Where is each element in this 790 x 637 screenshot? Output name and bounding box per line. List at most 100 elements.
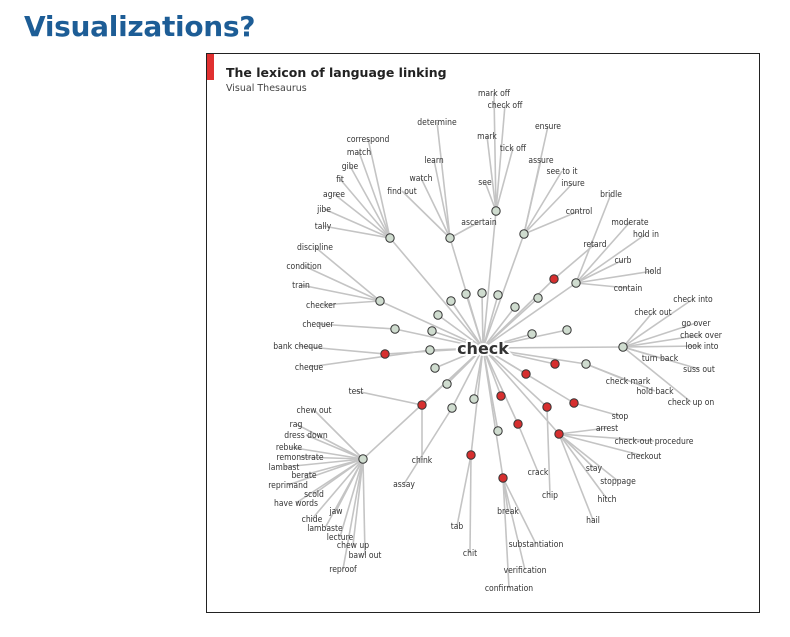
synonym-label[interactable]: test (349, 387, 364, 397)
meaning-node-red[interactable] (550, 359, 560, 369)
synonym-label[interactable]: curb (614, 256, 631, 266)
synonym-label[interactable]: stay (586, 464, 603, 474)
synonym-label[interactable]: bridle (600, 190, 622, 200)
synonym-label[interactable]: watch (410, 174, 433, 184)
meaning-node-red[interactable] (554, 429, 564, 439)
meaning-node[interactable] (519, 229, 529, 239)
synonym-label[interactable]: lambaste (307, 524, 343, 534)
meaning-node-red[interactable] (380, 349, 390, 359)
synonym-label[interactable]: arrest (596, 424, 618, 434)
synonym-label[interactable]: break (497, 507, 519, 517)
synonym-label[interactable]: bawl out (349, 551, 382, 561)
synonym-label[interactable]: check off (488, 101, 523, 111)
synonym-label[interactable]: verification (504, 566, 547, 576)
meaning-node[interactable] (491, 206, 501, 216)
meaning-node[interactable] (358, 454, 368, 464)
synonym-label[interactable]: berate (291, 471, 316, 481)
synonym-label[interactable]: insure (561, 179, 585, 189)
meaning-node-red[interactable] (521, 369, 531, 379)
synonym-label[interactable]: find out (387, 187, 416, 197)
synonym-label[interactable]: check over (680, 331, 723, 341)
synonym-label[interactable]: have words (274, 499, 318, 509)
synonym-label[interactable]: tally (315, 222, 332, 232)
meaning-node[interactable] (469, 394, 479, 404)
meaning-node[interactable] (510, 302, 520, 312)
meaning-node[interactable] (527, 329, 537, 339)
synonym-label[interactable]: cheque (295, 363, 323, 373)
synonym-label[interactable]: lambast (269, 463, 300, 473)
meaning-node-red[interactable] (466, 450, 476, 460)
center-word[interactable]: check (455, 337, 511, 360)
meaning-node[interactable] (446, 296, 456, 306)
synonym-label[interactable]: tab (451, 522, 464, 532)
synonym-label[interactable]: moderate (611, 218, 649, 228)
synonym-label[interactable]: check out (634, 308, 671, 318)
synonym-label[interactable]: check mark (606, 377, 651, 387)
meaning-node[interactable] (581, 359, 591, 369)
synonym-label[interactable]: bank cheque (273, 342, 323, 352)
synonym-label[interactable]: fit (336, 175, 344, 185)
synonym-label[interactable]: chit (463, 549, 477, 559)
synonym-label[interactable]: condition (286, 262, 322, 272)
synonym-label[interactable]: ascertain (461, 218, 497, 228)
synonym-label[interactable]: substantiation (509, 540, 564, 550)
meaning-node[interactable] (390, 324, 400, 334)
synonym-label[interactable]: jibe (316, 205, 331, 215)
synonym-label[interactable]: hold (645, 267, 662, 277)
synonym-label[interactable]: look into (686, 342, 719, 352)
synonym-label[interactable]: reproof (329, 565, 357, 575)
meaning-node-red[interactable] (549, 274, 559, 284)
meaning-node[interactable] (445, 233, 455, 243)
meaning-node-red[interactable] (542, 402, 552, 412)
synonym-label[interactable]: remonstrate (276, 453, 323, 463)
meaning-node[interactable] (447, 403, 457, 413)
synonym-label[interactable]: match (347, 148, 371, 158)
synonym-label[interactable]: lecture (327, 533, 354, 543)
synonym-label[interactable]: check into (673, 295, 713, 305)
meaning-node-red[interactable] (513, 419, 523, 429)
synonym-label[interactable]: chew out (297, 406, 332, 416)
synonym-label[interactable]: chide (302, 515, 323, 525)
synonym-label[interactable]: tick off (500, 144, 527, 154)
meaning-node[interactable] (433, 310, 443, 320)
synonym-label[interactable]: chew up (337, 541, 369, 551)
synonym-label[interactable]: check up on (668, 398, 715, 408)
meaning-node[interactable] (618, 342, 628, 352)
synonym-label[interactable]: hail (586, 516, 600, 526)
meaning-node[interactable] (430, 363, 440, 373)
synonym-label[interactable]: reprimand (268, 481, 308, 491)
synonym-label[interactable]: see to it (546, 167, 577, 177)
synonym-label[interactable]: turn back (642, 354, 679, 364)
synonym-label[interactable]: hold in (633, 230, 659, 240)
meaning-node[interactable] (477, 288, 487, 298)
synonym-label[interactable]: mark off (478, 89, 511, 99)
synonym-label[interactable]: ensure (535, 122, 561, 132)
meaning-node-red[interactable] (417, 400, 427, 410)
synonym-label[interactable]: go over (681, 319, 711, 329)
synonym-label[interactable]: checker (306, 301, 337, 311)
synonym-label[interactable]: assure (528, 156, 553, 166)
meaning-node[interactable] (562, 325, 572, 335)
synonym-label[interactable]: contain (614, 284, 643, 294)
meaning-node[interactable] (425, 345, 435, 355)
meaning-node[interactable] (427, 326, 437, 336)
synonym-label[interactable]: learn (424, 156, 444, 166)
synonym-label[interactable]: jaw (328, 507, 342, 517)
meaning-node[interactable] (375, 296, 385, 306)
synonym-label[interactable]: rebuke (276, 443, 302, 453)
meaning-node[interactable] (442, 379, 452, 389)
synonym-label[interactable]: check-out procedure (614, 437, 693, 447)
synonym-label[interactable]: retard (583, 240, 606, 250)
synonym-label[interactable]: see (478, 178, 492, 188)
synonym-label[interactable]: agree (323, 190, 345, 200)
synonym-label[interactable]: chip (542, 491, 558, 501)
synonym-label[interactable]: stoppage (600, 477, 636, 487)
synonym-label[interactable]: hitch (597, 495, 616, 505)
meaning-node-red[interactable] (496, 391, 506, 401)
synonym-label[interactable]: assay (393, 480, 415, 490)
synonym-label[interactable]: confirmation (485, 584, 533, 594)
synonym-label[interactable]: correspond (347, 135, 390, 145)
synonym-label[interactable]: dress down (284, 431, 328, 441)
meaning-node[interactable] (533, 293, 543, 303)
synonym-label[interactable]: checkout (627, 452, 662, 462)
